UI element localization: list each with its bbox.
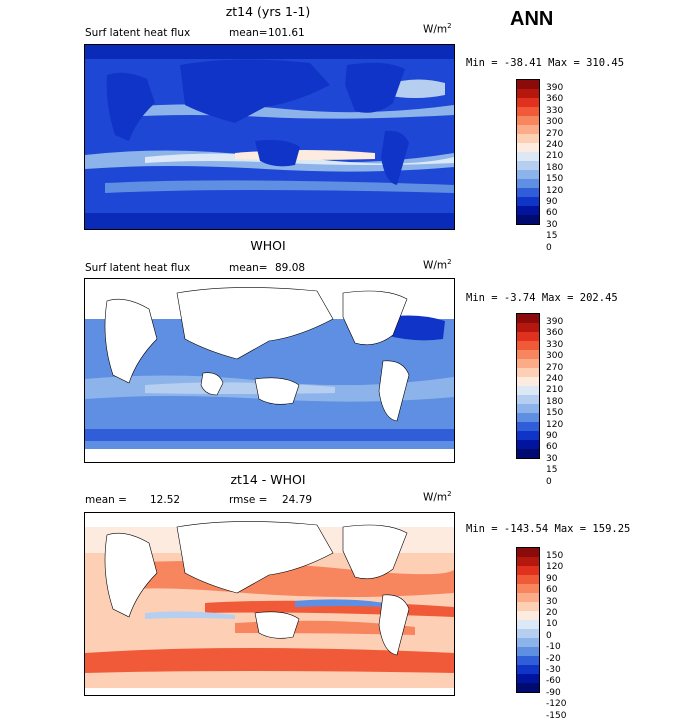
panel1-tick: 90: [546, 197, 558, 208]
panel3-tick: -90: [546, 687, 561, 698]
panel2-tick: 120: [546, 419, 564, 430]
panel1-colorbar-labels: 390 360 330 300 270 240 210 180 150 120 …: [546, 83, 563, 254]
panel1-tick: 360: [546, 94, 564, 105]
panel3-colorbar-labels: 150 120 90 60 30 20 10 0 -10 -20 -30 -60…: [546, 551, 566, 722]
panel3-map-fill: [85, 513, 454, 695]
panel2-map-fill: [85, 279, 454, 462]
panel3-tick: 30: [546, 596, 558, 607]
panel2-mean-label: mean=: [229, 262, 268, 274]
panel3-rmse-label: rmse =: [229, 494, 268, 506]
panel1-units: W/m2: [423, 22, 452, 36]
panel1-tick: 390: [546, 83, 564, 93]
panel2-colorbar: [516, 313, 540, 459]
panel2-tick: 60: [546, 442, 558, 453]
panel1-tick: 300: [546, 117, 564, 128]
panel3-title: zt14 - WHOI: [230, 472, 306, 487]
panel1-tick: 120: [546, 185, 564, 196]
panel1-tick: 180: [546, 162, 564, 173]
panel1-map-fill: [85, 45, 454, 229]
panel2-tick: 240: [546, 374, 564, 385]
panel3-tick: 90: [546, 573, 558, 584]
panel2-mean-value: 89.08: [275, 262, 306, 274]
panel3-rmse-value: 24.79: [282, 494, 313, 506]
panel2-tick: 150: [546, 408, 564, 419]
panel3-minmax: Min = -143.54 Max = 159.25: [466, 523, 631, 535]
panel2-tick: 90: [546, 431, 558, 442]
panel2-title: WHOI: [250, 238, 286, 253]
panel1-tick: 60: [546, 208, 558, 219]
panel3-tick: 150: [546, 551, 564, 561]
panel2-units: W/m2: [423, 258, 452, 272]
panel2-tick: 330: [546, 339, 564, 350]
panel3-mean-value: 12.52: [150, 494, 181, 506]
panel3-tick: 120: [546, 562, 564, 573]
panel1-title: zt14 (yrs 1-1): [225, 4, 311, 19]
panel3-tick: 0: [546, 630, 552, 641]
panel2-tick: 300: [546, 351, 564, 362]
panel1-variable-label: Surf latent heat flux: [85, 27, 191, 39]
panel1-minmax: Min = -38.41 Max = 310.45: [466, 57, 625, 69]
panel3-tick: 60: [546, 585, 558, 596]
panel1-tick: 270: [546, 128, 564, 139]
panel3-units: W/m2: [423, 490, 452, 504]
panel1-tick: 150: [546, 174, 564, 185]
panel3-tick: -60: [546, 676, 561, 687]
panel1-colorbar: [516, 79, 540, 225]
panel2-tick: 30: [546, 453, 558, 464]
panel3-tick: 20: [546, 608, 558, 619]
panel1-tick: 330: [546, 105, 564, 116]
panel2-minmax: Min = -3.74 Max = 202.45: [466, 292, 618, 304]
panel1-tick: 30: [546, 219, 558, 230]
panel1-tick: 15: [546, 231, 558, 242]
season-label: ANN: [510, 8, 554, 30]
panel1-map: [84, 44, 455, 230]
panel2-tick: 390: [546, 317, 564, 327]
panel1-tick: 240: [546, 140, 564, 151]
panel3-tick: 10: [546, 619, 558, 630]
panel1-tick: 210: [546, 151, 564, 162]
panel1-mean-value: 101.61: [268, 27, 305, 39]
panel3-mean-label: mean =: [85, 494, 127, 506]
panel1-mean-label: mean=: [229, 27, 268, 39]
panel3-tick: -10: [546, 642, 561, 653]
panel3-tick: -120: [546, 699, 567, 710]
panel2-tick: 270: [546, 362, 564, 373]
panel1-tick: 0: [546, 242, 552, 253]
panel2-colorbar-labels: 390 360 330 300 270 240 210 180 150 120 …: [546, 317, 563, 488]
panel3-map: [84, 512, 455, 696]
panel2-variable-label: Surf latent heat flux: [85, 262, 191, 274]
panel2-tick: 210: [546, 385, 564, 396]
panel3-tick: -150: [546, 710, 567, 721]
panel2-tick: 0: [546, 476, 552, 487]
panel2-tick: 15: [546, 465, 558, 476]
panel3-tick: -30: [546, 665, 561, 676]
panel2-map: [84, 278, 455, 463]
panel2-tick: 360: [546, 328, 564, 339]
panel2-tick: 180: [546, 396, 564, 407]
panel3-colorbar: [516, 547, 540, 693]
panel3-tick: -20: [546, 653, 561, 664]
